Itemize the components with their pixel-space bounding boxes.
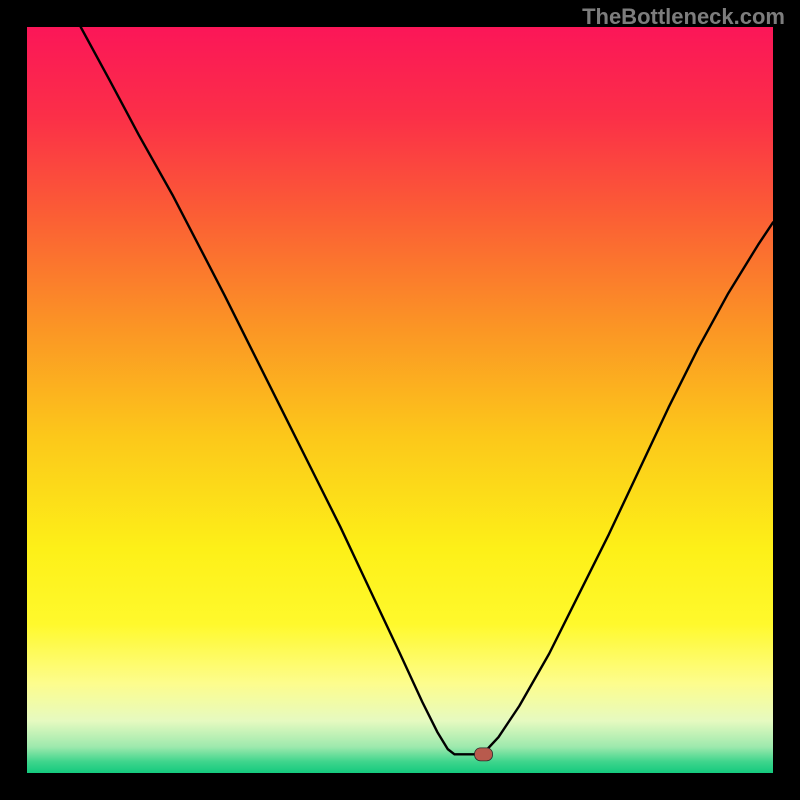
gradient-background [27, 27, 773, 773]
bottleneck-chart [0, 0, 800, 800]
optimal-point-marker [475, 748, 493, 761]
